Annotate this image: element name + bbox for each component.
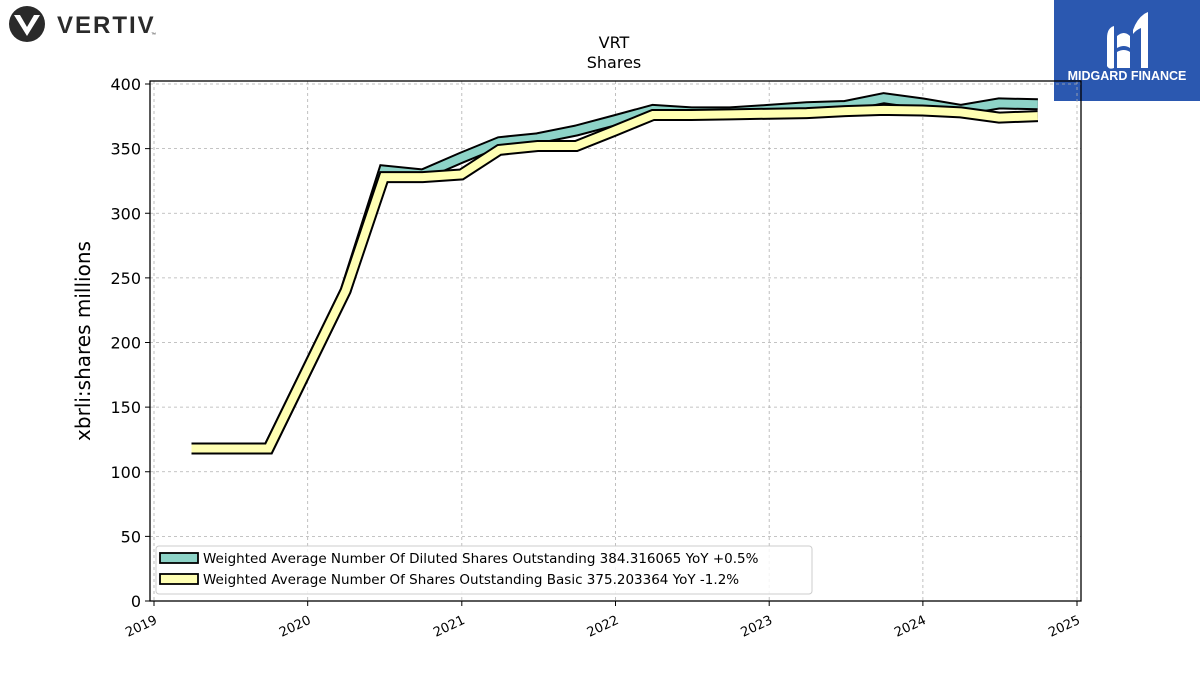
vertiv-logo-mark-icon (9, 6, 45, 42)
series-basic (191, 103, 1039, 455)
midgard-logo-mark-icon (1107, 12, 1148, 69)
y-tick-label: 0 (131, 592, 141, 611)
vertiv-logo-text: VERTIV (57, 12, 156, 39)
series-layer (191, 92, 1039, 455)
vertiv-logo: VERTIV ™ (9, 6, 156, 42)
series-diluted (191, 92, 1038, 455)
series-outline (191, 92, 1038, 455)
legend: Weighted Average Number Of Diluted Share… (155, 545, 813, 595)
legend-label: Weighted Average Number Of Shares Outsta… (203, 572, 739, 588)
x-tick-label: 2023 (739, 613, 775, 641)
series-outline (191, 103, 1039, 455)
y-axis-label: xbrli:shares millions (71, 241, 95, 441)
x-tick-label: 2024 (892, 613, 928, 641)
x-tick-label: 2020 (277, 613, 313, 641)
legend-swatch (159, 552, 199, 564)
legend-label: Weighted Average Number Of Diluted Share… (203, 551, 759, 567)
series-line (191, 105, 1038, 453)
y-tick-label: 400 (110, 75, 141, 94)
y-tick-label: 100 (110, 463, 141, 482)
y-tick-label: 250 (110, 269, 141, 288)
y-tick-label: 350 (110, 140, 141, 159)
x-tick-label: 2019 (123, 613, 159, 641)
y-tick-label: 200 (110, 334, 141, 353)
midgard-logo-text: MIDGARD FINANCE (1068, 69, 1187, 83)
legend-swatch (159, 573, 199, 585)
chart-title: VRT (599, 33, 630, 52)
midgard-finance-logo: MIDGARD FINANCE (1054, 0, 1200, 101)
y-tick-label: 300 (110, 204, 141, 223)
x-tick-label: 2025 (1046, 613, 1082, 641)
x-tick-label: 2021 (431, 613, 467, 641)
series-line (191, 94, 1038, 453)
chart-subtitle: Shares (587, 53, 642, 72)
y-tick-label: 50 (121, 527, 141, 546)
y-tick-label: 150 (110, 398, 141, 417)
grid (150, 81, 1081, 602)
plot-frame (149, 80, 1082, 602)
vertiv-logo-tm: ™ (151, 32, 156, 38)
x-tick-label: 2022 (585, 613, 621, 641)
legend-box (155, 545, 813, 595)
